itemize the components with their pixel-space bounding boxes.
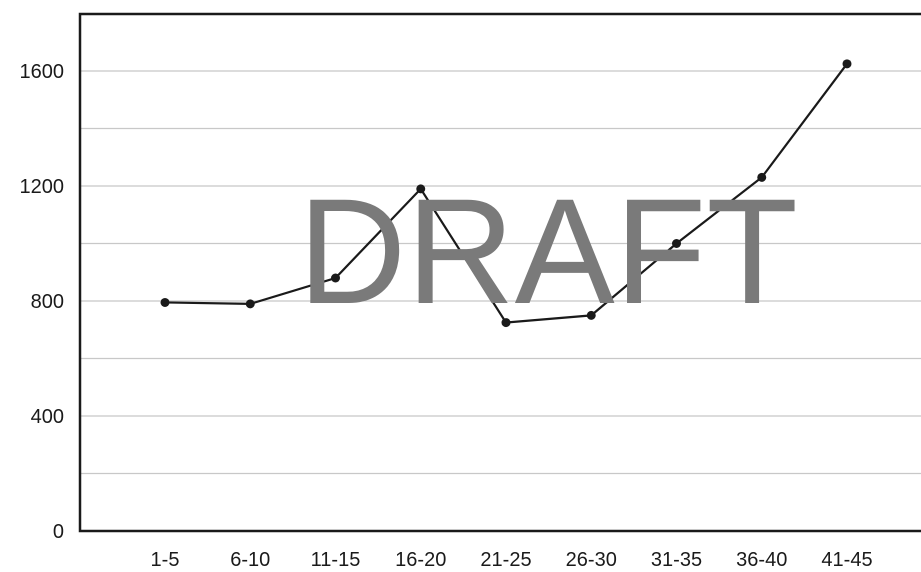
data-point (416, 184, 426, 194)
y-tick-label: 1200 (20, 176, 65, 198)
data-point (501, 318, 511, 328)
y-tick-label: 400 (31, 406, 64, 428)
x-tick-label: 41-45 (821, 549, 872, 571)
x-tick-label: 6-10 (230, 549, 270, 571)
x-tick-label: 21-25 (480, 549, 531, 571)
data-point (842, 59, 852, 69)
x-tick-label: 16-20 (395, 549, 446, 571)
draft-watermark: DRAFT (298, 167, 798, 335)
gridlines (80, 70, 921, 475)
data-point (672, 239, 681, 248)
y-tick-label: 0 (53, 521, 64, 543)
x-tick-labels: 1-5 6-10 11-15 16-20 21-25 26-30 31-35 36-40 41-… (151, 549, 873, 571)
data-point (160, 297, 170, 307)
plot-frame (78, 12, 921, 533)
axes (78, 12, 921, 533)
data-points (160, 59, 852, 328)
data-point (331, 273, 340, 283)
x-tick-label: 31-35 (651, 549, 702, 571)
x-tick-label: 11-15 (311, 549, 361, 571)
x-tick-label: 36-40 (736, 549, 787, 571)
data-point (586, 310, 596, 320)
data-point (245, 299, 255, 309)
x-tick-label: 1-5 (151, 549, 180, 571)
x-tick-label: 26-30 (566, 549, 617, 571)
y-tick-label: 1600 (20, 61, 65, 83)
y-tick-labels: 0 400 800 1200 1600 (20, 61, 65, 543)
y-tick-label: 800 (31, 291, 64, 313)
data-point (757, 172, 767, 182)
